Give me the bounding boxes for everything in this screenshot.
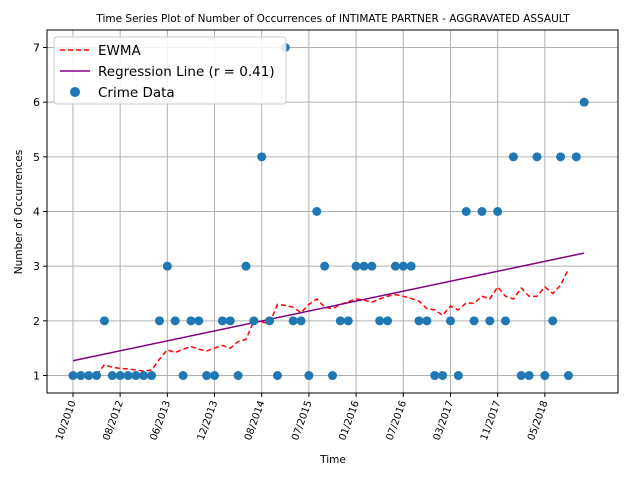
crime-data-point bbox=[540, 371, 550, 381]
crime-data-point bbox=[147, 371, 157, 381]
x-tick-label: 08/2014 bbox=[243, 399, 268, 442]
crime-data-point bbox=[501, 316, 511, 326]
crime-data-point bbox=[272, 371, 282, 381]
crime-data-point bbox=[68, 371, 78, 381]
crime-data-point bbox=[422, 316, 432, 326]
crime-data-point bbox=[154, 316, 164, 326]
crime-data-point bbox=[241, 261, 251, 271]
regression-line bbox=[72, 252, 585, 362]
crime-data-point bbox=[178, 371, 188, 381]
legend-regression-label: Regression Line (r = 0.41) bbox=[98, 64, 275, 80]
crime-data-point bbox=[563, 371, 573, 381]
crime-data-point bbox=[383, 316, 393, 326]
crime-data-point bbox=[76, 371, 86, 381]
crime-data-point bbox=[438, 371, 448, 381]
y-tick-label: 4 bbox=[33, 206, 40, 219]
crime-data-point bbox=[390, 261, 400, 271]
crime-data-point bbox=[477, 207, 487, 216]
y-tick-label: 7 bbox=[33, 41, 40, 54]
crime-data-point bbox=[296, 316, 306, 326]
crime-data-point bbox=[469, 316, 479, 326]
crime-data-point bbox=[532, 152, 542, 162]
x-tick-label: 07/2016 bbox=[385, 399, 410, 442]
crime-data-point bbox=[257, 152, 267, 162]
crime-data-point bbox=[84, 371, 94, 381]
y-tick-label: 3 bbox=[33, 260, 40, 273]
crime-data-point bbox=[115, 371, 125, 381]
crime-data-point bbox=[445, 316, 455, 326]
crime-data-point bbox=[414, 316, 424, 326]
crime-data-point bbox=[107, 371, 117, 381]
legend-ewma-label: EWMA bbox=[98, 43, 142, 59]
legend: EWMA Regression Line (r = 0.41) Crime Da… bbox=[53, 36, 287, 105]
x-tick-label: 12/2013 bbox=[196, 399, 221, 442]
crime-data-point bbox=[186, 316, 196, 326]
crime-data-point bbox=[249, 316, 259, 326]
crime-data-point bbox=[304, 371, 314, 381]
crime-data-point bbox=[233, 371, 243, 381]
crime-data-point bbox=[351, 261, 361, 271]
crime-data-point bbox=[406, 261, 416, 271]
ewma-line bbox=[72, 268, 570, 377]
crime-data-point bbox=[170, 316, 180, 326]
x-tick-label: 11/2017 bbox=[479, 399, 504, 442]
legend-points-label: Crime Data bbox=[98, 85, 175, 101]
x-tick-label: 01/2016 bbox=[337, 399, 362, 442]
crime-data-point bbox=[453, 371, 463, 381]
crime-data-point bbox=[524, 371, 534, 381]
legend-points-swatch bbox=[70, 87, 80, 97]
y-tick-label: 1 bbox=[33, 370, 40, 383]
crime-data-point bbox=[217, 316, 227, 326]
crime-data-point bbox=[367, 261, 377, 271]
crime-data-point bbox=[461, 207, 471, 216]
crime-data-point bbox=[375, 316, 385, 326]
crime-data-point bbox=[225, 316, 235, 326]
crime-data-point bbox=[493, 207, 503, 216]
crime-data-point bbox=[430, 371, 440, 381]
crime-data-point bbox=[92, 371, 102, 381]
x-tick-label: 06/2013 bbox=[149, 399, 174, 442]
crime-data-point bbox=[202, 371, 212, 381]
legend-frame bbox=[53, 36, 287, 105]
crime-data-point bbox=[288, 316, 298, 326]
crime-data-point bbox=[328, 371, 337, 381]
crime-data-point bbox=[556, 152, 566, 162]
x-tick-label: 10/2010 bbox=[54, 399, 79, 442]
crime-data-point bbox=[359, 261, 369, 271]
x-tick-label: 07/2015 bbox=[290, 399, 315, 442]
y-axis-label: Number of Occurrences bbox=[13, 150, 25, 274]
x-tick-label: 03/2017 bbox=[432, 399, 457, 442]
crime-data-point bbox=[548, 316, 558, 326]
crime-data-point bbox=[335, 316, 345, 326]
crime-data-point bbox=[516, 371, 526, 381]
chart-title: Time Series Plot of Number of Occurrence… bbox=[95, 13, 570, 25]
x-tick-label: 08/2012 bbox=[101, 399, 126, 442]
crime-data-point bbox=[99, 316, 109, 326]
y-tick-label: 5 bbox=[33, 151, 40, 164]
crime-data-point bbox=[210, 371, 220, 381]
y-tick-label: 6 bbox=[33, 96, 40, 109]
crime-data-point bbox=[320, 261, 330, 271]
crime-data-point bbox=[508, 152, 518, 162]
y-tick-label: 2 bbox=[33, 315, 40, 328]
crime-data-point bbox=[343, 316, 353, 326]
crime-data-point bbox=[265, 316, 275, 326]
crime-data-point bbox=[312, 207, 322, 216]
crime-data-point bbox=[398, 261, 408, 271]
crime-data-point bbox=[485, 316, 495, 326]
crime-data-point bbox=[123, 371, 133, 381]
crime-data-point bbox=[162, 261, 172, 271]
crime-data-point bbox=[139, 371, 149, 381]
crime-data-point bbox=[571, 152, 581, 162]
data-layer bbox=[68, 42, 589, 381]
crime-data-point bbox=[131, 371, 141, 381]
x-tick-label: 05/2018 bbox=[526, 399, 551, 442]
crime-data-point bbox=[579, 97, 589, 107]
x-axis-label: Time bbox=[319, 454, 346, 466]
crime-data-point bbox=[194, 316, 204, 326]
